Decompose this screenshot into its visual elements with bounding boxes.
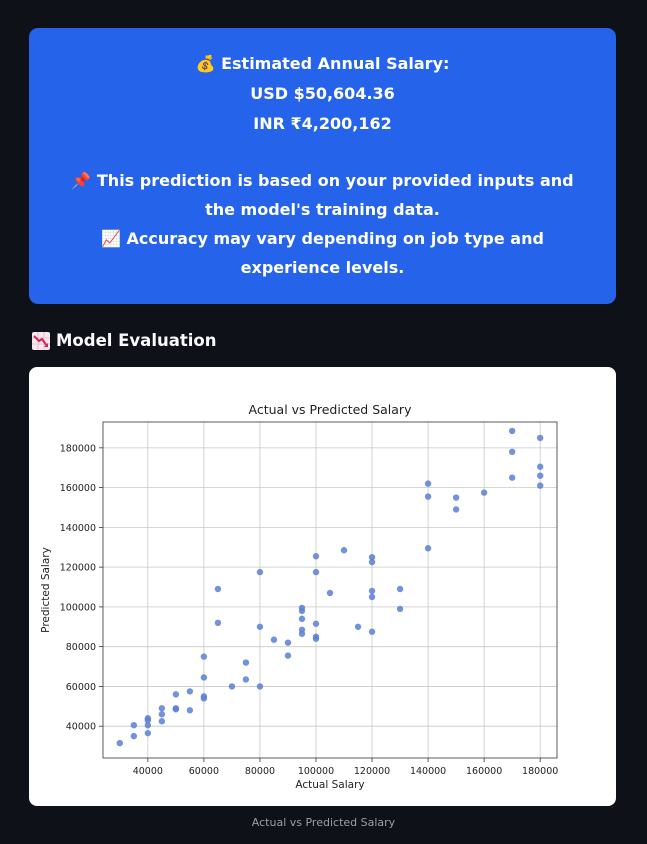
y-tick-label: 80000 <box>66 642 96 653</box>
scatter-point <box>214 585 222 593</box>
x-tick-label: 180000 <box>522 766 558 777</box>
estimate-title: 💰 Estimated Annual Salary: <box>195 54 450 73</box>
salary-prediction-card: 💰 Estimated Annual Salary: USD $50,604.3… <box>29 28 616 304</box>
scatter-point <box>452 506 460 513</box>
y-tick-label: 140000 <box>60 523 96 534</box>
scatter-point <box>354 623 362 630</box>
x-tick-label: 40000 <box>133 766 163 777</box>
scatter-point <box>214 619 222 627</box>
scatter-point <box>298 604 306 612</box>
scatter-point <box>424 480 432 487</box>
scatter-point <box>298 626 306 633</box>
scatter-point <box>242 676 250 683</box>
x-tick-label: 80000 <box>245 766 275 777</box>
chart-decreasing-icon <box>32 331 50 350</box>
scatter-point <box>536 482 544 489</box>
y-tick-label: 160000 <box>60 483 96 494</box>
scatter-point <box>186 688 194 695</box>
scatter-point <box>158 705 166 712</box>
scatter-point <box>158 718 166 725</box>
scatter-point <box>130 732 138 740</box>
scatter-point <box>480 489 488 496</box>
x-tick-label: 140000 <box>410 766 446 777</box>
accuracy-note: 📈 Accuracy may vary depending on job typ… <box>101 229 544 277</box>
scatter-point <box>172 691 180 698</box>
scatter-point <box>424 545 432 552</box>
scatter-point <box>396 605 404 613</box>
y-tick-label: 40000 <box>66 722 96 733</box>
scatter-point <box>144 715 152 722</box>
scatter-point <box>536 472 544 479</box>
scatter-point <box>508 427 516 435</box>
scatter-point <box>340 547 348 554</box>
scatter-point <box>396 585 404 593</box>
scatter-point <box>172 705 180 712</box>
chart-caption: Actual vs Predicted Salary <box>251 816 396 829</box>
y-tick-label: 180000 <box>60 443 96 454</box>
scatter-point <box>200 674 208 681</box>
scatter-point <box>368 553 376 561</box>
chart-ticks: 40000 60000 80000 100000 120000 140000 160000 1… <box>60 443 559 777</box>
scatter-point <box>200 693 208 700</box>
scatter-point <box>256 623 264 630</box>
scatter-point <box>312 620 320 627</box>
y-tick-label: 100000 <box>60 602 96 613</box>
scatter-point <box>200 653 208 660</box>
scatter-point <box>368 558 376 566</box>
scatter-point <box>284 639 292 646</box>
scatter-point <box>312 553 320 560</box>
scatter-point <box>368 593 376 601</box>
model-evaluation-heading: Model Evaluation <box>32 331 216 350</box>
scatter-point <box>256 683 264 690</box>
scatter-point <box>116 739 124 747</box>
x-tick-label: 160000 <box>466 766 502 777</box>
prediction-basis-note: 📌 This prediction is based on your provi… <box>71 171 574 219</box>
scatter-point <box>130 721 138 729</box>
scatter-chart: 40000 60000 80000 100000 120000 140000 160000 1… <box>40 402 559 791</box>
chart-points <box>116 427 544 747</box>
scatter-point <box>508 448 516 456</box>
scatter-point <box>536 463 544 470</box>
scatter-point <box>270 636 278 643</box>
scatter-point <box>452 494 460 501</box>
scatter-point <box>508 474 516 481</box>
scatter-point <box>326 589 334 597</box>
scatter-point <box>256 568 264 576</box>
scatter-point <box>368 587 376 595</box>
scatter-point <box>144 721 152 729</box>
scatter-point <box>144 729 152 737</box>
scatter-point <box>536 434 544 442</box>
y-axis-label: Predicted Salary <box>40 547 52 633</box>
x-axis-label: Actual Salary <box>295 779 364 791</box>
x-tick-label: 120000 <box>354 766 390 777</box>
plot-frame <box>102 421 558 759</box>
x-tick-label: 100000 <box>298 766 334 777</box>
scatter-point <box>284 652 292 659</box>
scatter-point <box>424 493 432 500</box>
scatter-point <box>186 707 194 714</box>
chart-title: Actual vs Predicted Salary <box>249 402 413 417</box>
section-title: Model Evaluation <box>56 331 217 350</box>
usd-estimate: USD $50,604.36 <box>250 84 395 103</box>
y-tick-label: 60000 <box>66 682 96 693</box>
scatter-point <box>368 628 376 635</box>
chart-card: 40000 60000 80000 100000 120000 140000 160000 1… <box>29 367 616 806</box>
scatter-point <box>312 633 320 640</box>
x-tick-label: 60000 <box>189 766 219 777</box>
scatter-point <box>158 711 166 718</box>
scatter-point <box>242 659 250 666</box>
y-tick-label: 120000 <box>60 563 96 574</box>
scatter-point <box>228 683 236 690</box>
scatter-point <box>312 568 320 576</box>
inr-estimate: INR ₹4,200,162 <box>253 114 392 133</box>
scatter-point <box>298 615 306 623</box>
